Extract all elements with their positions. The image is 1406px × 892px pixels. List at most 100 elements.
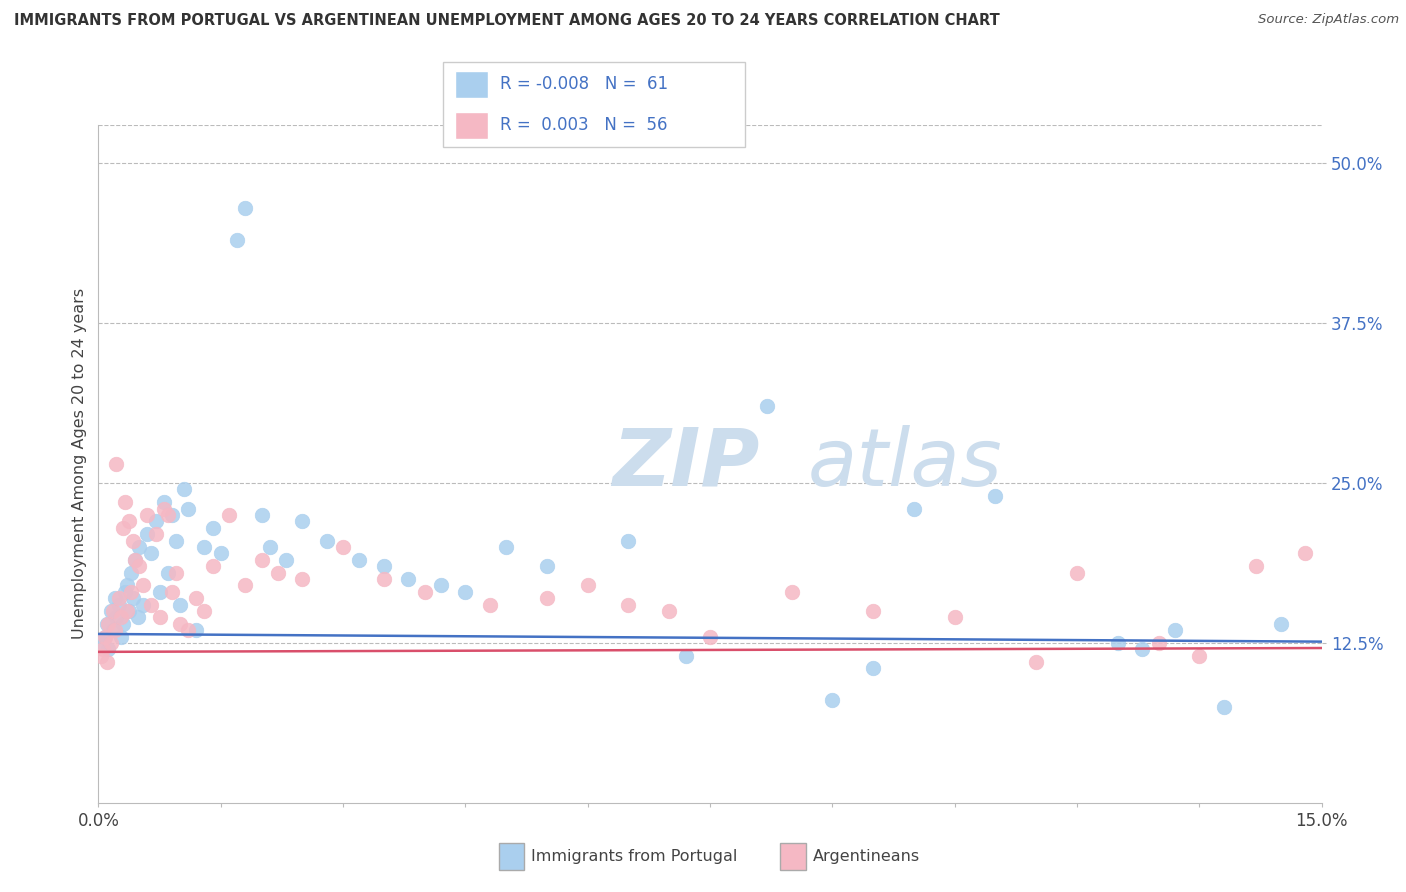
Point: [100, 636, 122, 650]
Point: [478, 598, 501, 612]
Point: [152, 501, 174, 516]
Point: [1294, 546, 1316, 560]
Point: [193, 604, 215, 618]
Point: [1066, 566, 1088, 580]
Point: [173, 483, 195, 497]
Point: [136, 527, 159, 541]
Point: [274, 553, 297, 567]
Point: [821, 693, 844, 707]
Point: [121, 533, 143, 548]
Point: [780, 584, 803, 599]
Text: atlas: atlas: [808, 425, 1002, 503]
Point: [101, 604, 124, 618]
Point: [315, 533, 337, 548]
Point: [201, 559, 224, 574]
Point: [454, 584, 477, 599]
Point: [699, 630, 721, 644]
Point: [90, 648, 112, 663]
Point: [145, 515, 167, 529]
Point: [127, 610, 149, 624]
Point: [156, 508, 179, 522]
Point: [233, 201, 256, 215]
Point: [128, 559, 150, 574]
Point: [111, 521, 134, 535]
Point: [104, 591, 127, 606]
Point: [165, 566, 187, 580]
Point: [675, 648, 697, 663]
Point: [862, 604, 884, 618]
Point: [536, 591, 558, 606]
Point: [121, 591, 143, 606]
Point: [1025, 655, 1047, 669]
Point: [756, 399, 779, 413]
Point: [209, 546, 232, 560]
Point: [114, 495, 136, 509]
Point: [1130, 642, 1153, 657]
Point: [101, 623, 124, 637]
Point: [617, 598, 640, 612]
Point: [97, 642, 120, 657]
Point: [108, 591, 131, 606]
Point: [104, 623, 127, 637]
Point: [218, 508, 240, 522]
Point: [132, 598, 155, 612]
Point: [1270, 616, 1292, 631]
Point: [160, 508, 183, 522]
Point: [149, 584, 172, 599]
Point: [128, 540, 150, 554]
Point: [165, 533, 187, 548]
FancyBboxPatch shape: [443, 62, 745, 147]
Text: Argentineans: Argentineans: [813, 849, 920, 863]
Point: [226, 233, 249, 247]
Bar: [456, 71, 488, 98]
Point: [267, 566, 290, 580]
Y-axis label: Unemployment Among Ages 20 to 24 years: Unemployment Among Ages 20 to 24 years: [72, 288, 87, 640]
Point: [118, 515, 141, 529]
Point: [132, 578, 155, 592]
Point: [110, 630, 132, 644]
Point: [291, 572, 314, 586]
Point: [169, 616, 191, 631]
Point: [430, 578, 453, 592]
Point: [943, 610, 966, 624]
Point: [91, 642, 114, 657]
Point: [141, 546, 163, 560]
Point: [373, 559, 395, 574]
Point: [152, 495, 174, 509]
Point: [332, 540, 354, 554]
Point: [111, 616, 134, 631]
Point: [96, 655, 118, 669]
Point: [94, 630, 117, 644]
Point: [156, 566, 179, 580]
Point: [291, 515, 314, 529]
Point: [862, 661, 884, 675]
Point: [141, 598, 163, 612]
Point: [177, 501, 200, 516]
Point: [250, 553, 273, 567]
Point: [120, 566, 142, 580]
Point: [118, 604, 141, 618]
Point: [576, 578, 599, 592]
Point: [1147, 636, 1170, 650]
Point: [396, 572, 419, 586]
Point: [105, 457, 128, 471]
Point: [617, 533, 640, 548]
Point: [186, 591, 208, 606]
Point: [193, 540, 215, 554]
Point: [105, 610, 128, 624]
Point: [115, 604, 138, 618]
Text: R =  0.003   N =  56: R = 0.003 N = 56: [501, 116, 668, 134]
Text: Immigrants from Portugal: Immigrants from Portugal: [531, 849, 738, 863]
Point: [1164, 623, 1187, 637]
Point: [495, 540, 517, 554]
Point: [1107, 636, 1129, 650]
Point: [1246, 559, 1268, 574]
Point: [373, 572, 395, 586]
Point: [1188, 648, 1211, 663]
Point: [177, 623, 200, 637]
Point: [658, 604, 681, 618]
Point: [94, 630, 117, 644]
Point: [114, 584, 136, 599]
Point: [124, 553, 146, 567]
Point: [136, 508, 159, 522]
